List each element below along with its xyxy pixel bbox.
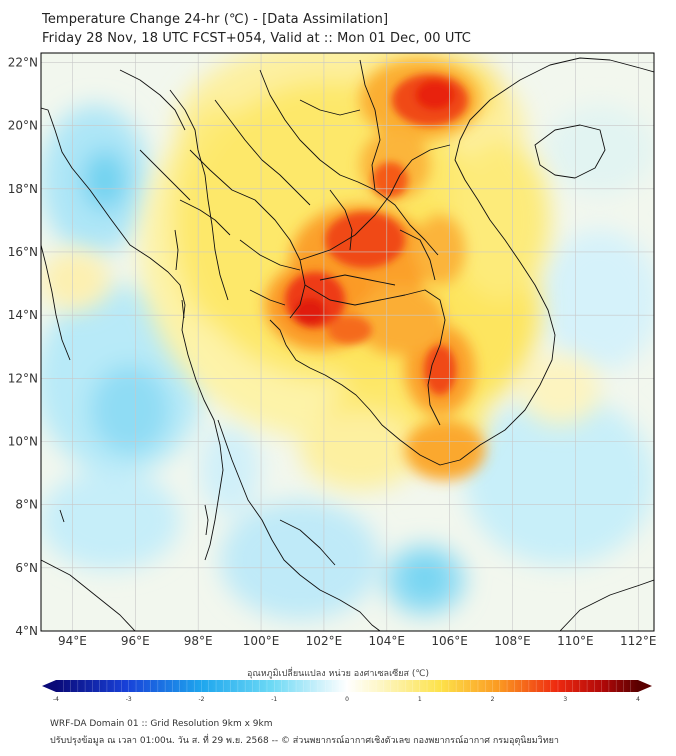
lat-tick-label: 14°N	[8, 308, 38, 322]
colorbar-tick-labels: -4 -3 -2 -1 0 1 2 3 4	[53, 696, 640, 703]
colorbar: -4 -3 -2 -1 0 1 2 3 4	[42, 680, 652, 703]
lon-tick-label: 100°E	[243, 634, 280, 648]
colorbar-tick-label: 1	[418, 696, 422, 703]
country-borders	[41, 57, 654, 631]
lon-tick-label: 110°E	[557, 634, 594, 648]
lat-tick-label: 10°N	[8, 434, 38, 448]
map-frame	[40, 52, 655, 632]
lon-tick-label: 102°E	[306, 634, 343, 648]
lon-tick-label: 112°E	[620, 634, 657, 648]
colorbar-min-arrow	[42, 680, 56, 692]
colorbar-tick-label: 2	[491, 696, 495, 703]
chart-subtitle: Friday 28 Nov, 18 UTC FCST+054, Valid at…	[42, 31, 471, 46]
colorbar-steps	[63, 680, 631, 692]
colorbar-tick-label: 0	[345, 696, 349, 703]
latitude-labels: 22°N 20°N 18°N 16°N 14°N 12°N 10°N 8°N 6°N 4°N	[8, 55, 38, 638]
lon-tick-label: 106°E	[431, 634, 468, 648]
lat-tick-label: 6°N	[15, 561, 38, 575]
lat-tick-label: 8°N	[15, 498, 38, 512]
colorbar-tick-label: -1	[271, 696, 277, 703]
lat-tick-label: 4°N	[15, 624, 38, 638]
colorbar-tick-label: 3	[563, 696, 567, 703]
lon-tick-label: 94°E	[58, 634, 87, 648]
footer-update-info: ปรับปรุงข้อมูล ณ เวลา 01:00น. วัน ส. ที่…	[50, 736, 559, 746]
lat-tick-label: 22°N	[8, 55, 38, 69]
lon-tick-label: 104°E	[369, 634, 406, 648]
lon-tick-label: 98°E	[184, 634, 213, 648]
lon-tick-label: 96°E	[121, 634, 150, 648]
longitude-labels: 94°E 96°E 98°E 100°E 102°E 104°E 106°E 108°E 110…	[58, 634, 657, 648]
colorbar-tick-label: -3	[126, 696, 132, 703]
lat-tick-label: 12°N	[8, 371, 38, 385]
colorbar-max-arrow	[638, 680, 652, 692]
colorbar-gradient	[56, 680, 638, 692]
lat-tick-label: 18°N	[8, 182, 38, 196]
colorbar-tick-label: -2	[199, 696, 205, 703]
lat-tick-label: 20°N	[8, 119, 38, 133]
colorbar-tick-label: -4	[53, 696, 59, 703]
chart-title: Temperature Change 24-hr (℃) - [Data Ass…	[42, 12, 389, 27]
footer-model-info: WRF-DA Domain 01 :: Grid Resolution 9km …	[50, 719, 273, 729]
lon-tick-label: 108°E	[494, 634, 531, 648]
colorbar-tick-label: 4	[636, 696, 640, 703]
peak-anomaly-layer	[285, 74, 468, 395]
lat-tick-label: 16°N	[8, 245, 38, 259]
map-area	[41, 53, 654, 631]
colorbar-title: อุณหภูมิเปลี่ยนแปลง หน่วย องศาเซลเซียส (…	[246, 669, 430, 679]
